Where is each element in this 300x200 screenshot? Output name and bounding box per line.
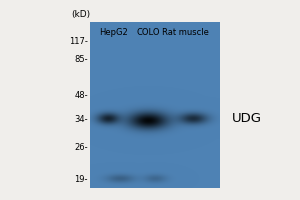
Text: Rat muscle: Rat muscle xyxy=(162,28,208,37)
Text: UDG: UDG xyxy=(232,112,262,124)
Text: 117-: 117- xyxy=(69,38,88,46)
Text: HepG2: HepG2 xyxy=(99,28,128,37)
Text: 19-: 19- xyxy=(74,176,88,184)
Text: 34-: 34- xyxy=(74,116,88,124)
Text: 48-: 48- xyxy=(74,90,88,99)
Text: 85-: 85- xyxy=(74,55,88,64)
Text: COLO: COLO xyxy=(136,28,160,37)
Text: (kD): (kD) xyxy=(71,10,90,19)
Text: 26-: 26- xyxy=(74,144,88,152)
